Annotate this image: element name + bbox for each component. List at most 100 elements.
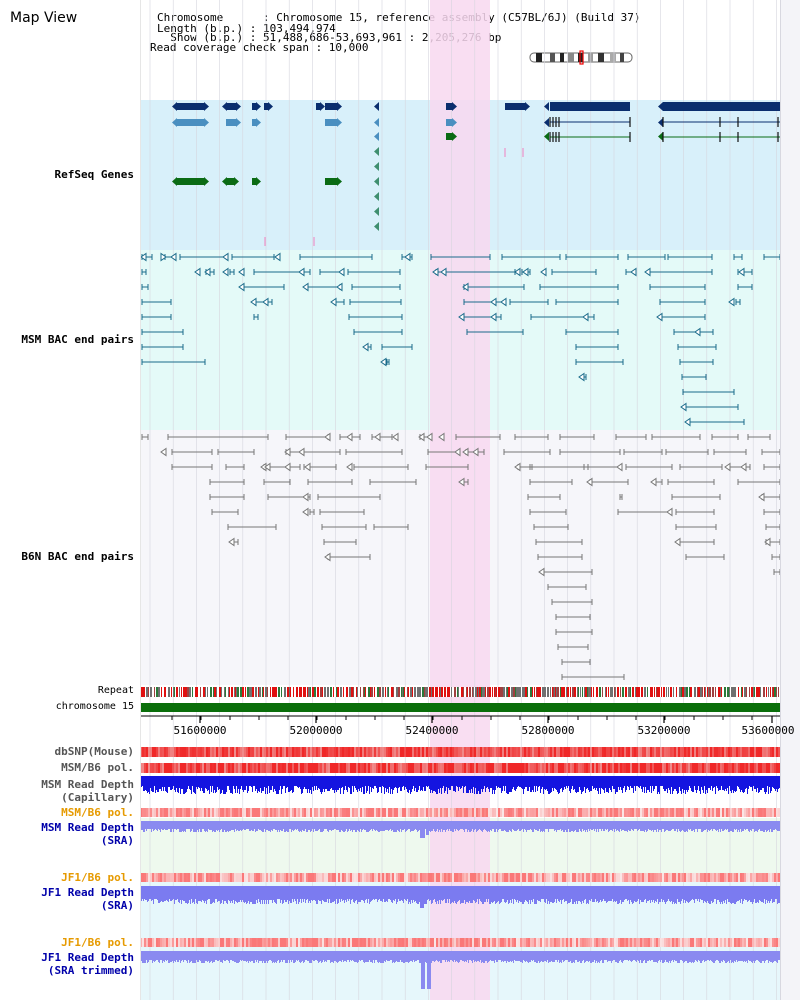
refseq-gene[interactable]	[252, 103, 256, 110]
refseq-transcript[interactable]	[374, 147, 379, 156]
refseq-transcript-arrow[interactable]	[256, 177, 261, 186]
refseq-gene[interactable]	[505, 103, 525, 110]
msm-bac-end[interactable]	[680, 402, 687, 412]
refseq-gene-arrow[interactable]	[320, 102, 325, 111]
b6n-bac-end[interactable]	[346, 432, 353, 442]
repeat-track[interactable]	[140, 687, 780, 697]
msm-bac-end[interactable]	[462, 282, 469, 292]
refseq-gene[interactable]	[264, 103, 268, 110]
msm-bac-end[interactable]	[298, 267, 305, 277]
b6n-bac-end[interactable]	[764, 537, 771, 547]
refseq-gene[interactable]	[176, 103, 204, 110]
b6n-bac-end[interactable]	[538, 567, 545, 577]
msm-bac-end[interactable]	[522, 267, 529, 277]
refseq-transcript-arrow[interactable]	[204, 118, 209, 127]
b6n-bac-end[interactable]	[284, 447, 291, 457]
msm-bac-end[interactable]	[514, 267, 521, 277]
refseq-transcript[interactable]	[374, 162, 379, 171]
refseq-gene-arrow[interactable]	[268, 102, 273, 111]
refseq-transcript[interactable]	[226, 119, 236, 126]
refseq-transcript[interactable]	[446, 133, 452, 140]
refseq-gene[interactable]	[226, 103, 236, 110]
b6n-bac-end[interactable]	[472, 447, 479, 457]
b6n-bac-end[interactable]	[426, 432, 433, 442]
refseq-gene-arrow[interactable]	[236, 102, 241, 111]
msm-bac-end[interactable]	[684, 417, 691, 427]
b6n-bac-end[interactable]	[264, 462, 271, 472]
b6n-bac-end[interactable]	[514, 462, 521, 472]
refseq-transcript[interactable]	[374, 222, 379, 231]
refseq-gene[interactable]	[374, 102, 379, 111]
chromosome-bar[interactable]	[140, 703, 780, 712]
refseq-gene-arrow[interactable]	[525, 102, 530, 111]
msm-bac-end[interactable]	[302, 282, 309, 292]
msm-bac-end[interactable]	[194, 267, 201, 277]
msm-bac-end[interactable]	[336, 282, 343, 292]
b6n-bac-end[interactable]	[228, 537, 235, 547]
msm-bac-end[interactable]	[362, 342, 369, 352]
msm-bac-end[interactable]	[380, 357, 387, 367]
msm-bac-end[interactable]	[490, 297, 497, 307]
b6n-bac-end[interactable]	[724, 462, 731, 472]
msm-bac-end[interactable]	[262, 297, 269, 307]
msm-bac-end[interactable]	[432, 267, 439, 277]
b6n-bac-end[interactable]	[298, 447, 305, 457]
b6n-bac-end[interactable]	[304, 462, 311, 472]
refseq-transcript[interactable]	[374, 177, 379, 186]
msm-bac-end[interactable]	[578, 372, 585, 382]
refseq-transcript-arrow[interactable]	[452, 132, 457, 141]
b6n-bac-end[interactable]	[374, 432, 381, 442]
refseq-transcript[interactable]	[176, 178, 204, 185]
refseq-gene-arrow[interactable]	[452, 102, 457, 111]
refseq-transcript[interactable]	[374, 118, 379, 127]
refseq-gene[interactable]	[325, 103, 337, 110]
msm-bac-end[interactable]	[540, 267, 547, 277]
refseq-gene[interactable]	[316, 103, 320, 110]
msm-bac-end[interactable]	[160, 252, 167, 262]
refseq-gene[interactable]	[544, 102, 549, 111]
b6n-bac-end[interactable]	[346, 462, 353, 472]
msm-bac-end[interactable]	[222, 267, 229, 277]
b6n-bac-end[interactable]	[674, 537, 681, 547]
chromosome-ideogram[interactable]	[528, 50, 636, 66]
b6n-bac-end[interactable]	[740, 462, 747, 472]
refseq-transcript[interactable]	[374, 207, 379, 216]
b6n-bac-end[interactable]	[324, 432, 331, 442]
refseq-transcript[interactable]	[252, 178, 256, 185]
refseq-transcript[interactable]	[325, 178, 337, 185]
refseq-transcript[interactable]	[172, 118, 177, 127]
refseq-transcript[interactable]	[374, 192, 379, 201]
refseq-transcript-arrow[interactable]	[337, 118, 342, 127]
b6n-bac-end[interactable]	[454, 447, 461, 457]
msm-bac-end[interactable]	[630, 267, 637, 277]
refseq-transcript[interactable]	[325, 119, 337, 126]
msm-bac-end[interactable]	[170, 252, 177, 262]
refseq-gene-arrow[interactable]	[337, 102, 342, 111]
b6n-bac-end[interactable]	[438, 432, 445, 442]
msm-bac-end[interactable]	[238, 267, 245, 277]
msm-bac-end[interactable]	[222, 252, 229, 262]
msm-bac-end[interactable]	[656, 312, 663, 322]
refseq-gene[interactable]	[658, 102, 663, 111]
refseq-transcript[interactable]	[226, 178, 234, 185]
msm-bac-end[interactable]	[728, 297, 735, 307]
refseq-gene-arrow[interactable]	[256, 102, 261, 111]
msm-bac-end[interactable]	[458, 312, 465, 322]
msm-bac-end[interactable]	[490, 312, 497, 322]
b6n-bac-end[interactable]	[284, 462, 291, 472]
refseq-transcript-arrow[interactable]	[236, 118, 241, 127]
b6n-bac-end[interactable]	[302, 507, 309, 517]
refseq-transcript[interactable]	[172, 177, 177, 186]
msm-bac-end[interactable]	[440, 267, 447, 277]
refseq-transcript[interactable]	[222, 177, 227, 186]
msm-bac-end[interactable]	[250, 297, 257, 307]
msm-bac-end[interactable]	[338, 267, 345, 277]
refseq-transcript-arrow[interactable]	[234, 177, 239, 186]
b6n-bac-end[interactable]	[324, 552, 331, 562]
refseq-transcript-arrow[interactable]	[337, 177, 342, 186]
b6n-bac-end[interactable]	[418, 432, 425, 442]
b6n-bac-end[interactable]	[616, 462, 623, 472]
b6n-bac-end[interactable]	[586, 477, 593, 487]
refseq-transcript[interactable]	[446, 119, 452, 126]
